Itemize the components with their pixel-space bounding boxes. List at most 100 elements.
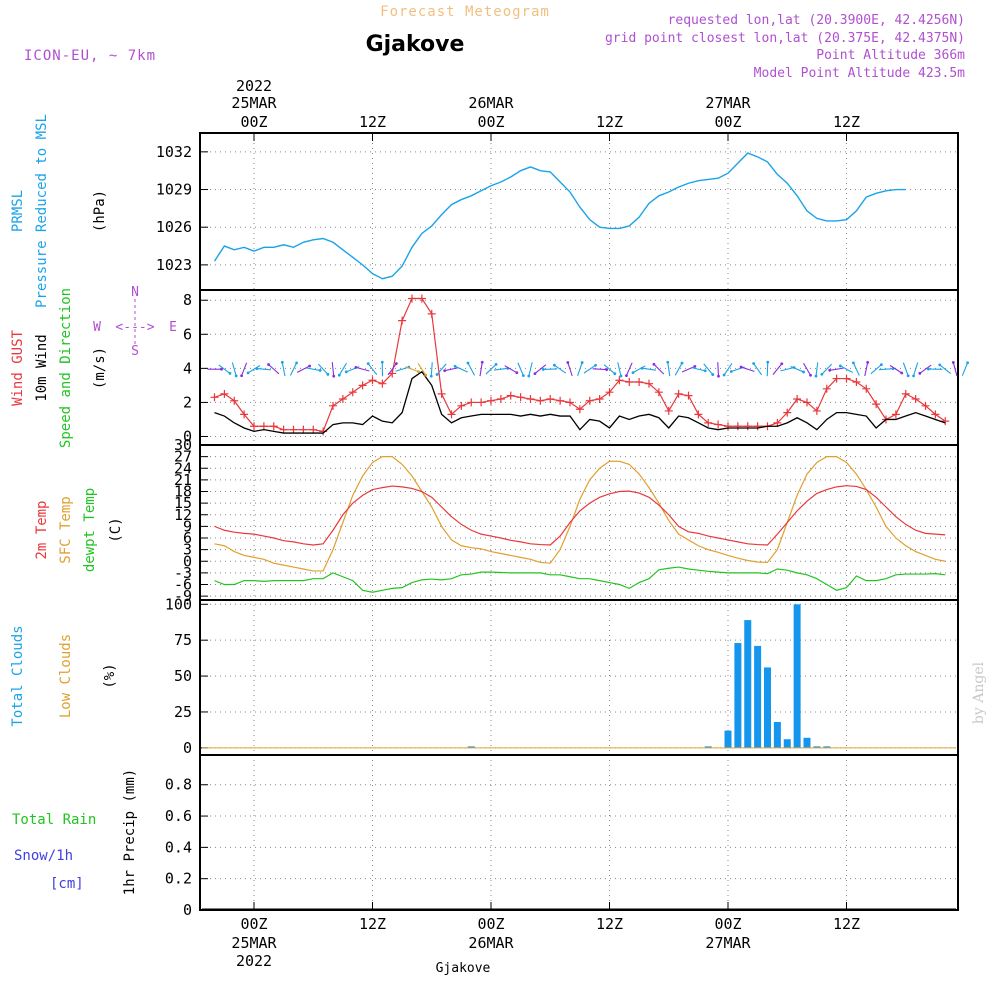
clouds-unit: (%) — [102, 663, 118, 688]
low-clouds-label: Low Clouds — [58, 634, 74, 718]
temp-2m-label: 2m Temp — [34, 500, 50, 559]
wind-arrow-head — [281, 361, 284, 364]
gust-marker — [211, 393, 219, 401]
wind-arrow-head — [319, 369, 322, 372]
y-tick-label: 30 — [174, 436, 192, 454]
wind-label: 10m Wind — [34, 334, 50, 401]
wind-direction-arrow — [675, 363, 682, 375]
wind-dir-label: Speed and Direction — [58, 288, 74, 448]
wind-arrow-head — [424, 374, 427, 377]
wind-direction-arrow — [692, 368, 706, 371]
panel-frame — [200, 600, 958, 755]
gust-marker — [665, 407, 673, 415]
gust-marker — [497, 395, 505, 403]
snow-label: Snow/1h — [14, 848, 73, 864]
gust-marker — [477, 398, 485, 406]
bottom-time-tick: 12Z — [359, 915, 386, 933]
wind-arrow-head — [605, 368, 608, 371]
wind-arrow-head — [417, 370, 420, 373]
wind-direction-arrow — [568, 363, 572, 376]
gust-marker — [230, 397, 238, 405]
wind-arrow-head — [625, 374, 628, 377]
wind-arrow-head — [495, 363, 498, 366]
wind-direction-arrow — [853, 363, 859, 376]
wind-direction-arrow — [405, 367, 418, 372]
wind-arrow-head — [443, 369, 446, 372]
gust-marker — [527, 395, 535, 403]
bottom-date-label: 27MAR — [705, 934, 751, 952]
gust-marker — [852, 378, 860, 386]
wind-arrow-head — [780, 362, 783, 365]
gust-marker — [843, 375, 851, 383]
wind-arrow-head — [515, 371, 518, 374]
wind-arrow-head — [381, 361, 384, 364]
wind-direction-arrow — [741, 367, 754, 371]
wind-arrow-head — [267, 363, 270, 366]
gust-marker — [536, 397, 544, 405]
wind-direction-arrow — [455, 366, 468, 372]
y-tick-label: 1023 — [156, 256, 192, 274]
watermark: by Angel — [971, 661, 987, 724]
wind-direction-arrow — [780, 368, 794, 371]
wind-direction-arrow — [593, 369, 607, 370]
gust-marker — [339, 395, 347, 403]
y-tick-label: 0 — [183, 739, 192, 757]
wind-direction-arrow — [865, 362, 868, 376]
bottom-time-tick: 12Z — [596, 915, 623, 933]
model-altitude: Model Point Altitude 423.5m — [754, 66, 965, 81]
wind-arrow-head — [952, 361, 955, 364]
wind-arrow-head — [681, 362, 684, 365]
gust-marker — [487, 397, 495, 405]
wind-arrow-head — [522, 374, 525, 377]
wind-arrow-head — [256, 367, 259, 370]
y-tick-label: 1026 — [156, 218, 192, 236]
wind-direction-arrow — [578, 363, 583, 376]
station-title: Gjakove — [366, 32, 465, 57]
wind-arrow-head — [235, 375, 238, 378]
y-tick-label: 0.4 — [165, 838, 192, 856]
cloud-bar — [794, 604, 801, 748]
wind-arrow-head — [620, 375, 623, 378]
wind-direction-arrow — [879, 369, 893, 370]
cloud-bar — [774, 722, 781, 748]
wind-direction-arrow — [953, 362, 957, 376]
wind-arrow-head — [828, 369, 831, 372]
wind-arrow-head — [240, 374, 243, 377]
wind-direction-arrow — [626, 363, 632, 376]
gust-marker — [369, 376, 377, 384]
wind-arrow-head — [723, 374, 726, 377]
wind-arrow-head — [820, 373, 823, 376]
grid-coords: grid point closest lon,lat (20.375E, 42.… — [605, 31, 965, 46]
gust-marker — [941, 417, 949, 425]
wind-direction-arrow — [282, 362, 285, 376]
wind-direction-arrow — [290, 363, 296, 376]
top-time-tick: 00Z — [714, 113, 741, 131]
gust-marker — [566, 398, 574, 406]
wind-direction-arrow — [445, 368, 459, 371]
wind-direction-arrow — [232, 362, 236, 375]
gust-marker — [546, 395, 554, 403]
y-tick-label: 0 — [183, 901, 192, 919]
y-tick-label: 75 — [174, 631, 192, 649]
compass-arrow: <---> — [115, 320, 154, 335]
wind-arrow-head — [641, 367, 644, 370]
wind-arrow-head — [717, 375, 720, 378]
temp-2m-line — [215, 486, 946, 545]
wind-direction-arrow — [242, 363, 247, 376]
wind-arrow-head — [632, 371, 635, 374]
wind-arrow-head — [912, 374, 915, 377]
gust-marker — [596, 395, 604, 403]
wind-arrow-head — [467, 362, 470, 365]
wind-arrow-head — [581, 361, 584, 364]
wind-direction-arrow — [431, 362, 432, 376]
wind-direction-arrow — [654, 364, 664, 374]
gust-marker — [408, 295, 416, 303]
panel-frame — [200, 755, 958, 910]
wind-direction-arrow — [339, 363, 346, 375]
gust-label: Wind GUST — [10, 330, 26, 406]
bottom-time-tick: 00Z — [714, 915, 741, 933]
wind-direction-arrow — [529, 362, 532, 376]
gust-marker — [438, 390, 446, 398]
wind-arrow-head — [852, 361, 855, 364]
